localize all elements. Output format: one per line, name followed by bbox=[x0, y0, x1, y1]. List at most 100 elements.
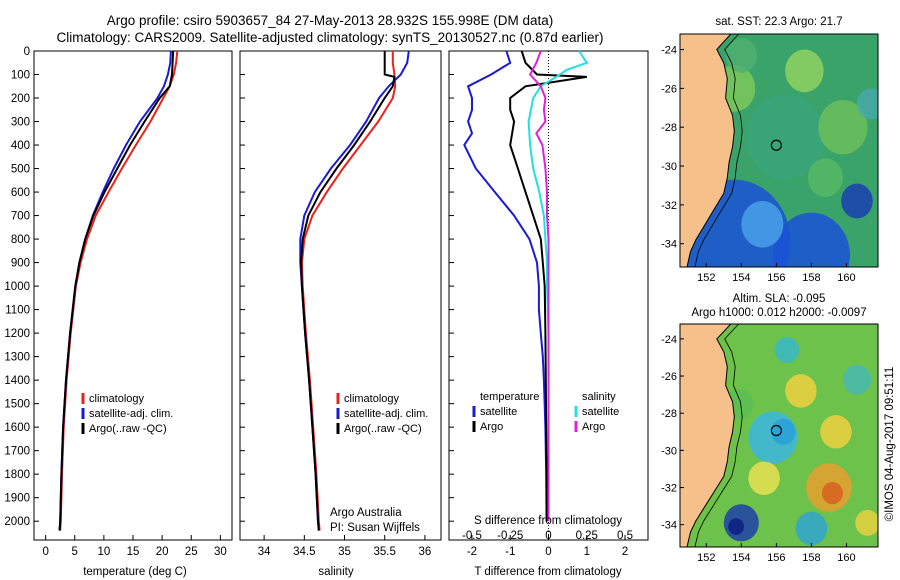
temperature-legend-label: Argo(..raw -QC) bbox=[89, 423, 167, 435]
salinity-xtick-label: 35.5 bbox=[374, 546, 396, 558]
salinity-xtick-label: 36 bbox=[419, 546, 432, 558]
panel-sla-field-patch bbox=[771, 418, 796, 445]
salinity-annotation-line-1: Argo Australia bbox=[330, 507, 402, 519]
panel-sst-field-patch bbox=[772, 212, 850, 267]
panel-sla-field-patch bbox=[820, 415, 852, 449]
diff-temperature-legend-label: Argo bbox=[480, 421, 503, 433]
salinity-xtick-label: 34 bbox=[258, 546, 271, 558]
panel-sla-ytick-label: -28 bbox=[661, 408, 677, 420]
temperature-ytick-label: 200 bbox=[11, 93, 30, 105]
panel-sla-argo-marker bbox=[770, 424, 782, 437]
panel-sla-xtick-label: 152 bbox=[697, 552, 715, 564]
temperature-xtick-label: 30 bbox=[214, 546, 227, 558]
temperature-ytick-label: 800 bbox=[11, 234, 30, 246]
salinity-diff-tick-label: -0.25 bbox=[497, 530, 523, 542]
panel-sst-field-patch bbox=[741, 200, 784, 248]
temperature-ytick-label: 700 bbox=[11, 211, 30, 223]
diff-salinity-legend-label: satellite bbox=[582, 406, 619, 418]
panel-sst-field-patch bbox=[725, 37, 758, 73]
salinity-legend-label: satellite-adj. clim. bbox=[344, 408, 428, 420]
sla-map-subtitle: Argo h1000: 0.012 h2000: -0.0097 bbox=[691, 307, 866, 319]
panel-sst-body bbox=[680, 34, 878, 267]
panel-sla-xtick-label: 156 bbox=[767, 552, 785, 564]
temperature-xtick-label: 15 bbox=[127, 546, 140, 558]
temperature-ytick-label: 400 bbox=[11, 140, 30, 152]
panel-sst-ytick-label: -28 bbox=[661, 122, 677, 134]
salinity-xtick-label: 35 bbox=[338, 546, 351, 558]
temperature-ytick-label: 1400 bbox=[4, 375, 30, 387]
temperature-ytick-label: 2000 bbox=[4, 516, 30, 528]
differences-xtick-label: 1 bbox=[584, 546, 590, 558]
difference-panel: -2 -1 0 1 2 -0.5 -0.25 0 0.25 0.5 temperature satel… bbox=[448, 50, 649, 558]
temperature-ytick-label: 1000 bbox=[4, 281, 30, 293]
panel-sla-field-patch bbox=[728, 518, 744, 535]
panel-sla-ytick-label: -24 bbox=[661, 334, 677, 346]
panel-sla-ytick-label: -26 bbox=[661, 371, 677, 383]
panel-sst-xtick-label: 152 bbox=[697, 272, 715, 284]
temperature-ytick-label: 900 bbox=[11, 258, 30, 270]
salinity-legend-label: Argo(..raw -QC) bbox=[344, 423, 422, 435]
panel-sla-shelf-contour bbox=[694, 324, 743, 547]
temperature-argo-line bbox=[58, 50, 175, 531]
panel-sla-xtick-label: 154 bbox=[732, 552, 750, 564]
temperature-ytick-label: 1500 bbox=[4, 399, 30, 411]
difference-xlabel-top: S difference from climatology bbox=[474, 515, 622, 527]
panel-sla-field-patch bbox=[821, 481, 843, 505]
temperature-xlabel: temperature (deg C) bbox=[83, 566, 187, 578]
temperature-ytick-label: 1100 bbox=[5, 305, 30, 317]
temperature-diff-argo-line bbox=[509, 50, 587, 522]
sst-map-panel: 152 154 156 158 160 -24 -26 -28 -30 -32 -34 bbox=[661, 33, 879, 284]
diff-salinity-legend-label: Argo bbox=[582, 421, 605, 433]
temperature-ytick-label: 1700 bbox=[4, 446, 30, 458]
temperature-xtick-label: 5 bbox=[72, 546, 78, 558]
panel-sst-argo-marker bbox=[770, 139, 782, 151]
panel-sst-field-patch bbox=[807, 158, 843, 198]
salinity-diff-argo-line bbox=[528, 50, 550, 522]
panel-sla-land bbox=[680, 324, 735, 547]
temperature-ytick-label: 1300 bbox=[4, 352, 30, 364]
panel-sst-field-patch bbox=[856, 88, 878, 120]
panel-sla-frame bbox=[679, 323, 879, 548]
temperature-ytick-label: 500 bbox=[11, 164, 30, 176]
salinity-xtick-label: 34.5 bbox=[293, 546, 315, 558]
panel-sst-xtick-label: 156 bbox=[767, 272, 785, 284]
temperature-ytick-label: 100 bbox=[11, 70, 30, 82]
panel-sla-field-patch bbox=[842, 364, 871, 395]
salinity-diff-tick-label: 0.25 bbox=[576, 530, 598, 542]
panel-sst-ytick-label: -24 bbox=[661, 45, 677, 57]
panel-sla-field-patch bbox=[785, 374, 817, 408]
sla-map-title: Altim. SLA: -0.095 bbox=[733, 293, 826, 305]
temperature-legend-label: satellite-adj. clim. bbox=[89, 408, 173, 420]
panel-sla-ytick-label: -34 bbox=[661, 520, 677, 532]
panel-sst-field-patch bbox=[818, 100, 868, 155]
temperature-xtick-label: 10 bbox=[97, 546, 110, 558]
panel-sst-xtick-label: 160 bbox=[837, 272, 855, 284]
differences-xtick-label: 0 bbox=[545, 546, 551, 558]
panel-sst-frame bbox=[679, 33, 879, 268]
panel-sla-ytick-label: -30 bbox=[661, 445, 677, 457]
panel-sla-field-patch bbox=[855, 509, 878, 536]
salinity-diff-tick-label: -0.5 bbox=[462, 530, 482, 542]
temperature-xtick-label: 0 bbox=[42, 546, 48, 558]
panel-sst-field-patch bbox=[785, 49, 824, 93]
panel-sla-xtick-label: 158 bbox=[802, 552, 820, 564]
temperature-ytick-label: 1200 bbox=[4, 328, 30, 340]
temperature-ytick-label: 600 bbox=[11, 187, 30, 199]
difference-xlabel: T difference from climatology bbox=[474, 566, 621, 578]
panel-sla-field-patch bbox=[748, 461, 780, 495]
salinity-diff-tick-label: 0.5 bbox=[617, 530, 633, 542]
panel-sst-shelf-contour bbox=[694, 34, 743, 267]
differences-xtick-label: -2 bbox=[467, 546, 477, 558]
temperature-xtick-label: 20 bbox=[156, 546, 169, 558]
temperature-legend-label: climatology bbox=[89, 393, 145, 405]
temperature-panel: 0 5 10 15 20 25 300100200300400500600700800900… bbox=[4, 46, 233, 558]
panel-sst-ytick-label: -32 bbox=[661, 200, 677, 212]
diff-temperature-legend-heading: temperature bbox=[480, 391, 539, 403]
panel-sst-xtick-label: 158 bbox=[802, 272, 820, 284]
temperature-ytick-label: 1900 bbox=[4, 493, 30, 505]
differences-xtick-label: -1 bbox=[505, 546, 515, 558]
title-line-1: Argo profile: csiro 5903657_84 27-May-20… bbox=[107, 13, 554, 28]
title-line-2: Climatology: CARS2009. Satellite-adjuste… bbox=[56, 30, 603, 45]
panel-sst-ytick-label: -26 bbox=[661, 83, 677, 95]
salinity-frame bbox=[239, 50, 442, 541]
